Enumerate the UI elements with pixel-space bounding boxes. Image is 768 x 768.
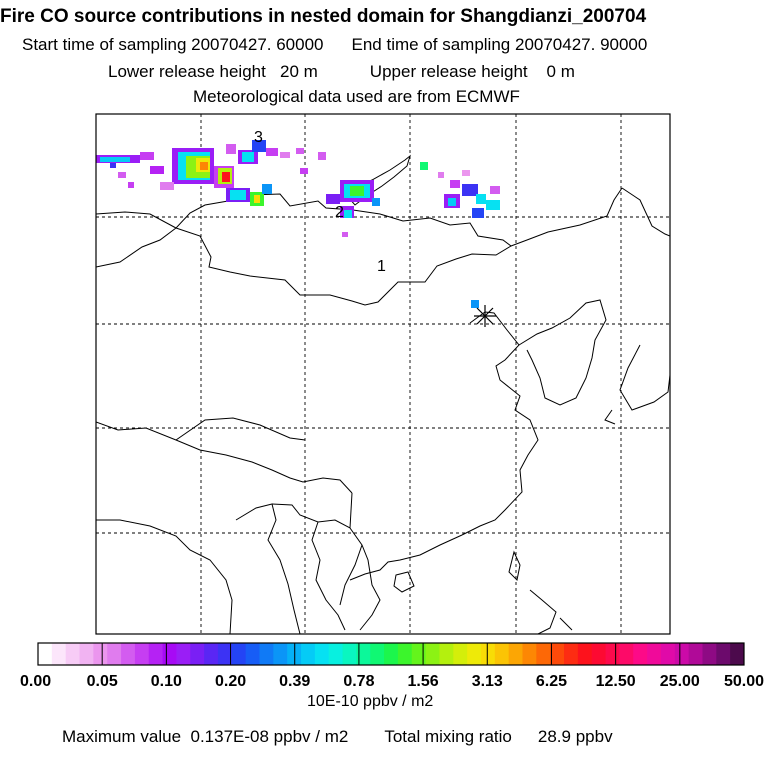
color-swatch xyxy=(411,643,427,665)
color-swatch xyxy=(328,643,344,665)
map-area: 3 2 1 xyxy=(96,114,670,634)
color-swatch xyxy=(633,643,648,665)
color-swatch xyxy=(38,643,53,665)
color-swatch xyxy=(342,643,357,665)
color-swatch xyxy=(148,643,164,665)
color-scale-tick-label: 0.39 xyxy=(279,673,310,690)
color-swatch xyxy=(494,643,510,665)
color-swatch xyxy=(162,643,177,665)
sampling-times: Start time of sampling 20070427. 60000 En… xyxy=(22,36,647,53)
color-swatch xyxy=(397,643,413,665)
color-swatch xyxy=(190,643,205,665)
color-scale-bar xyxy=(38,643,745,665)
color-scale-ticks: 0.00 0.05 0.10 0.20 0.39 0.78 1.56 3.13 6.25 12.5… xyxy=(20,643,764,690)
color-swatch xyxy=(425,643,440,665)
color-scale-tick-label: 3.13 xyxy=(472,673,503,690)
end-time-value: 20070427. 90000 xyxy=(514,35,648,54)
color-swatch xyxy=(550,643,565,665)
color-swatch xyxy=(439,643,454,665)
color-scale-tick-label: 0.78 xyxy=(343,673,374,690)
color-swatch xyxy=(51,643,67,665)
color-swatch xyxy=(619,643,634,665)
statistics-line: Maximum value 0.137E-08 ppbv / m2 Total m… xyxy=(62,728,613,745)
region-label-2: 2 xyxy=(335,204,344,221)
color-swatch xyxy=(217,643,233,665)
max-value-label: Maximum value xyxy=(62,727,182,746)
fire-co-plume xyxy=(96,140,500,308)
asterisk-icon xyxy=(474,305,496,327)
color-swatch xyxy=(370,643,385,665)
meteorology-note: Meteorological data used are from ECMWF xyxy=(193,87,520,106)
color-swatch xyxy=(564,643,579,665)
color-swatch xyxy=(176,643,191,665)
color-scale-tick-label: 0.20 xyxy=(215,673,246,690)
color-scale-tick-label: 6.25 xyxy=(536,673,567,690)
color-scale-tick-label: 0.10 xyxy=(151,673,182,690)
start-time-label: Start time of sampling xyxy=(22,35,187,54)
color-swatch xyxy=(245,643,260,665)
color-swatch xyxy=(660,643,676,665)
color-swatch xyxy=(453,643,468,665)
total-mixing-label: Total mixing ratio xyxy=(384,727,512,746)
color-swatch xyxy=(730,643,745,665)
color-swatch xyxy=(467,643,482,665)
color-swatch xyxy=(273,643,288,665)
color-swatch xyxy=(314,643,330,665)
color-swatch xyxy=(522,643,537,665)
color-swatch xyxy=(231,643,247,665)
color-swatch xyxy=(79,643,94,665)
color-swatch xyxy=(107,643,122,665)
color-swatch xyxy=(688,643,703,665)
map-frame xyxy=(95,113,671,635)
plot-title: Fire CO source contributions in nested d… xyxy=(0,6,647,27)
color-swatch xyxy=(647,643,662,665)
graticule xyxy=(96,114,670,634)
color-swatch xyxy=(384,643,399,665)
color-swatch xyxy=(480,643,496,665)
color-swatch xyxy=(674,643,690,665)
color-swatch xyxy=(93,643,108,665)
region-label-3: 3 xyxy=(254,129,263,146)
total-mixing-value: 28.9 ppbv xyxy=(537,727,613,746)
country-boundaries xyxy=(96,154,670,634)
upper-release-label: Upper release height xyxy=(369,62,528,81)
color-swatch xyxy=(121,643,136,665)
color-scale-tick-label: 12.50 xyxy=(596,673,636,690)
lower-release-label: Lower release height xyxy=(108,62,266,81)
color-scale-tick-label: 0.05 xyxy=(87,673,118,690)
color-swatch xyxy=(134,643,150,665)
color-swatch xyxy=(301,643,316,665)
release-heights: Lower release height 20 m Upper release h… xyxy=(108,63,575,80)
end-time-label: End time of sampling xyxy=(351,35,511,54)
color-swatch xyxy=(204,643,219,665)
color-scale-tick-label: 25.00 xyxy=(660,673,700,690)
color-swatch xyxy=(65,643,81,665)
color-swatch xyxy=(591,643,607,665)
region-label-1: 1 xyxy=(377,258,386,275)
legend-units: 10E-10 ppbv / m2 xyxy=(307,693,434,710)
color-swatch xyxy=(605,643,620,665)
upper-release-value: 0 m xyxy=(546,62,575,81)
color-swatch xyxy=(259,643,274,665)
max-value: 0.137E-08 ppbv / m2 xyxy=(190,727,349,746)
color-swatch xyxy=(356,643,371,665)
start-time-value: 20070427. 60000 xyxy=(191,35,324,54)
color-swatch xyxy=(508,643,524,665)
color-swatch xyxy=(702,643,717,665)
color-scale-tick-label: 0.00 xyxy=(20,673,51,690)
color-swatch xyxy=(716,643,731,665)
color-swatch xyxy=(577,643,593,665)
lower-release-value: 20 m xyxy=(280,62,318,81)
color-scale-tick-label: 1.56 xyxy=(408,673,439,690)
color-scale-tick-label: 50.00 xyxy=(724,673,764,690)
color-swatch xyxy=(536,643,551,665)
